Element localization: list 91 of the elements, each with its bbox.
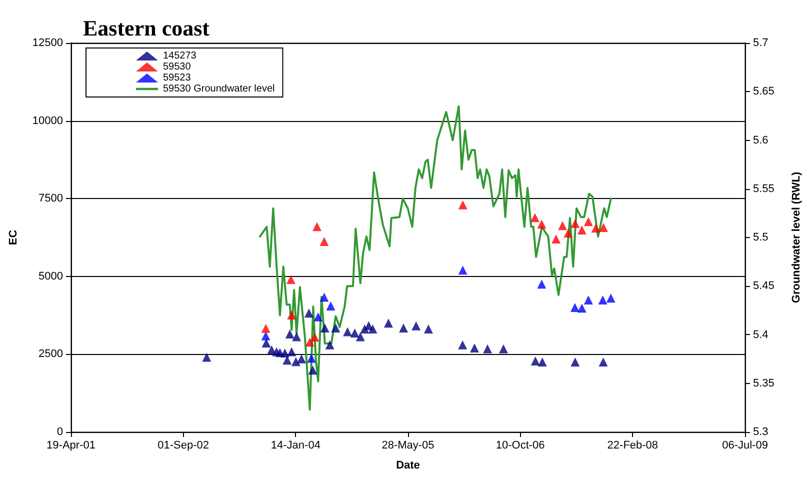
y-tick-label: 12500 [32, 37, 63, 49]
point [282, 356, 292, 365]
point [292, 332, 302, 342]
point [297, 354, 306, 364]
point [498, 344, 508, 354]
legend-label: 59523 [163, 72, 192, 84]
y-tick-label: 10000 [32, 114, 63, 127]
point [598, 223, 608, 232]
point [458, 266, 468, 275]
point [530, 356, 540, 366]
point [325, 340, 334, 350]
point [350, 328, 360, 338]
point [312, 222, 322, 232]
point [261, 331, 270, 340]
point [424, 324, 433, 334]
y-tick-label: 7500 [38, 192, 63, 205]
point [564, 228, 573, 238]
y2-tick-label: 5.5 [753, 232, 768, 244]
line-series [258, 105, 612, 411]
point [384, 318, 393, 328]
point [570, 357, 580, 366]
point [262, 338, 271, 348]
x-tick-label: 28-May-05 [382, 440, 434, 452]
point [530, 213, 540, 222]
y-tick-label: 2500 [38, 348, 63, 360]
point [412, 321, 421, 330]
point [598, 296, 608, 305]
point [537, 280, 546, 289]
legend-label: 59530 [163, 62, 192, 72]
point [606, 294, 616, 303]
point [570, 303, 580, 312]
point [331, 324, 340, 333]
point [483, 344, 492, 354]
point [286, 275, 296, 284]
point [314, 312, 323, 322]
point [584, 217, 593, 226]
point [202, 352, 212, 362]
point [552, 234, 561, 244]
point [458, 340, 468, 350]
y-tick-label: 0 [56, 426, 63, 438]
point [458, 200, 468, 210]
y2-tick-label: 5.45 [753, 280, 774, 292]
legend-label: 145273 [163, 50, 197, 62]
chart-title: Eastern coast [83, 16, 210, 40]
point [308, 366, 318, 375]
point [537, 220, 546, 229]
point [538, 357, 547, 366]
y2-tick-label: 5.4 [753, 328, 768, 341]
x-tick-label: 01-Sep-02 [158, 440, 210, 452]
x-tick-label: 06-Jul-09 [722, 440, 768, 452]
point [287, 347, 296, 356]
point [399, 324, 408, 333]
y2-tick-label: 5.3 [753, 426, 768, 438]
point [291, 357, 300, 366]
point [598, 357, 608, 366]
x-tick-label: 22-Feb-08 [607, 440, 658, 452]
x-tick-label: 19-Apr-01 [46, 440, 96, 452]
point [310, 332, 320, 342]
y2-tick-label: 5.65 [753, 86, 774, 98]
y2-tick-label: 5.6 [753, 134, 768, 146]
point [356, 332, 365, 342]
point [570, 218, 580, 228]
y-tick-label: 5000 [38, 270, 63, 282]
point [287, 310, 296, 320]
point [306, 354, 316, 363]
point [280, 348, 290, 358]
point [558, 221, 568, 230]
y2-tick-label: 5.7 [753, 37, 768, 49]
x-tick-label: 14-Jan-04 [270, 440, 320, 452]
point [305, 338, 314, 347]
point [320, 324, 330, 333]
point [304, 308, 314, 318]
point [261, 324, 270, 333]
point [326, 301, 336, 310]
y2-axis-title: Groundwater level (RWL) [790, 172, 802, 304]
point [343, 327, 352, 336]
point [285, 329, 294, 338]
y2-tick-label: 5.55 [753, 182, 774, 195]
y-axis-title: EC [8, 230, 20, 246]
point [584, 296, 593, 305]
point [368, 324, 378, 334]
x-axis-title: Date [396, 460, 420, 472]
point [577, 304, 586, 313]
x-tick-label: 10-Oct-06 [496, 440, 545, 452]
point [320, 292, 329, 302]
point [591, 224, 600, 233]
y2-tick-label: 5.35 [753, 377, 774, 390]
point [577, 226, 586, 235]
legend-label: 59530 Groundwater level [163, 84, 275, 94]
point [320, 237, 329, 246]
point [470, 343, 479, 352]
